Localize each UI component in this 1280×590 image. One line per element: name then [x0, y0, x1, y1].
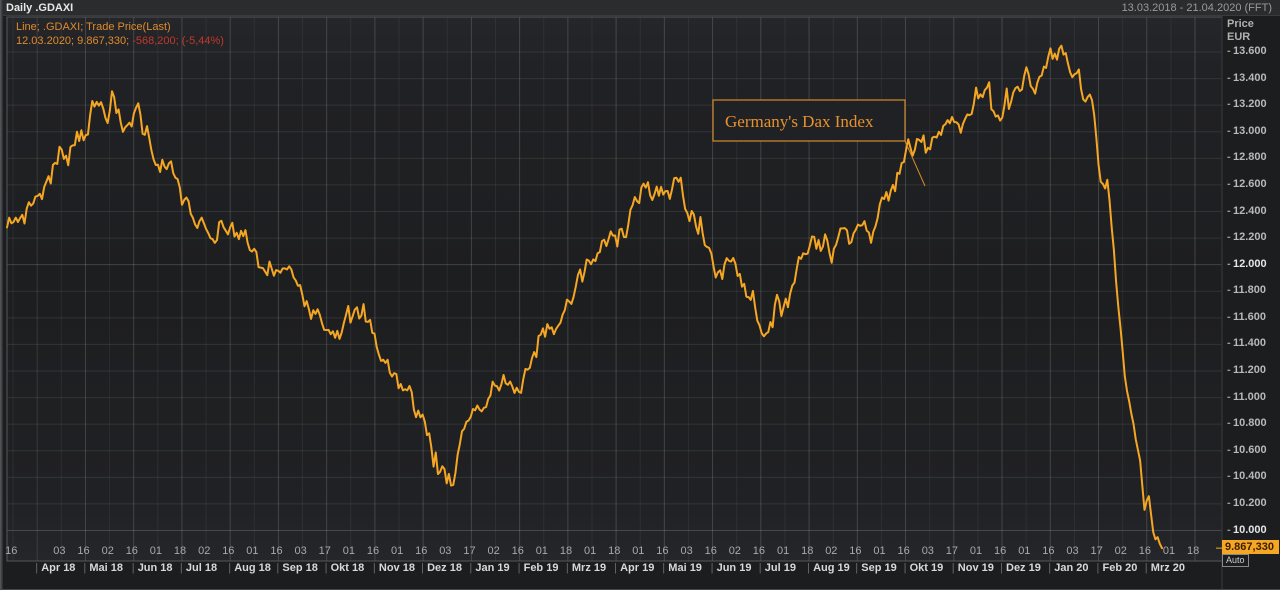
svg-text:Germany's Dax Index: Germany's Dax Index	[725, 112, 874, 131]
